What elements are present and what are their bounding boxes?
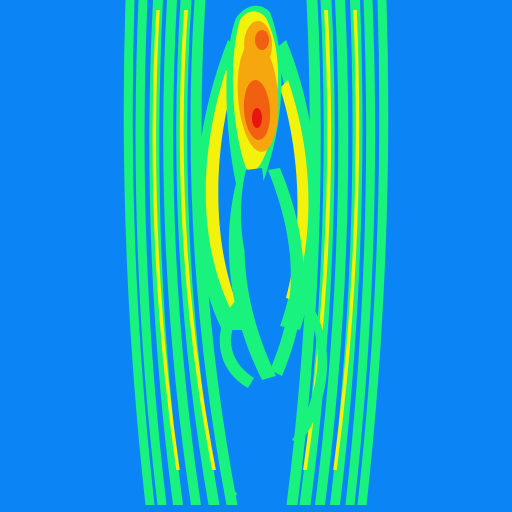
fringe-core-left bbox=[152, 10, 180, 470]
contour-bands bbox=[123, 0, 389, 505]
beam-peak bbox=[252, 108, 262, 128]
fringe-core-left bbox=[179, 10, 216, 470]
fringe-band-right bbox=[315, 0, 349, 505]
beam-gap bbox=[241, 168, 265, 265]
fringe-band-left bbox=[149, 0, 183, 505]
fringe-band-left bbox=[123, 0, 155, 505]
inner-arc-left bbox=[195, 40, 246, 330]
lower-loop-right bbox=[292, 296, 328, 444]
fringe-band-right bbox=[345, 0, 376, 505]
speckle bbox=[296, 427, 304, 441]
inner-arc-right bbox=[274, 40, 318, 330]
fringe-band-left bbox=[176, 0, 220, 505]
inner-arc-core-left bbox=[205, 70, 240, 312]
fringe-band-left bbox=[163, 0, 201, 505]
speckle bbox=[227, 491, 237, 497]
lower-loop-left bbox=[219, 300, 254, 388]
fringe-band-right bbox=[286, 0, 321, 505]
inner-arc-left-2 bbox=[228, 150, 276, 380]
fringe-band-left bbox=[135, 0, 167, 505]
beam-level-4-top bbox=[255, 30, 269, 50]
fringe-core-right bbox=[333, 10, 360, 470]
fringe-band-right bbox=[299, 0, 335, 505]
fringe-band-right bbox=[357, 0, 389, 505]
inner-arc-right-2 bbox=[268, 168, 304, 376]
fringe-band-right bbox=[330, 0, 363, 505]
